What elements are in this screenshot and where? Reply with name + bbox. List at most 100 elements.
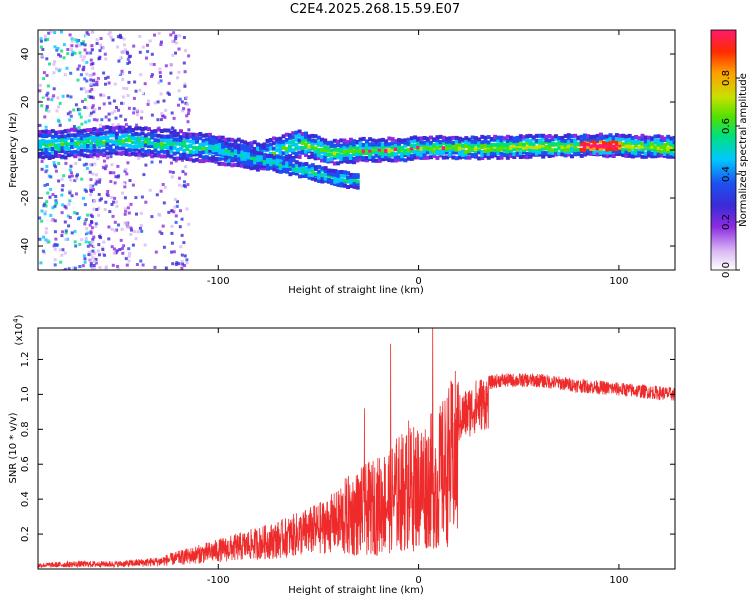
spectrogram-noise-cell (40, 54, 44, 58)
spectrogram-band-cell (653, 151, 658, 156)
spectrogram-band-cell (118, 141, 123, 146)
spectrogram-noise-cell (103, 167, 107, 171)
spectrogram-noise-cell (58, 101, 62, 105)
spectrogram-branch-cell (301, 173, 306, 178)
spectrogram-noise-cell (90, 267, 94, 270)
spectrogram-noise-cell (96, 157, 100, 161)
spectrogram-noise-cell (122, 182, 126, 186)
spectrogram-noise-cell (113, 251, 117, 255)
spectrogram-band-cell (239, 139, 244, 144)
spectrogram-band-cell (364, 151, 369, 155)
spectrogram-band-cell (166, 149, 171, 154)
spectrogram-band-cell (364, 148, 369, 153)
snr-x-tick-label: 100 (609, 575, 628, 586)
spectrogram-noise-cell (126, 161, 130, 165)
spectrogram-noise-cell (91, 238, 95, 242)
spectrogram-branch-cell (214, 152, 219, 157)
spectrogram-band-cell (54, 145, 58, 150)
spectrogram-band-cell (355, 148, 360, 153)
spectrogram-noise-cell (53, 247, 57, 251)
spectrogram-band-cell (403, 138, 408, 143)
spectrogram-noise-cell (93, 198, 97, 202)
spectrogram-band-cell (538, 140, 542, 145)
spectrogram-band-cell (647, 143, 651, 147)
spectrogram-band-cell (435, 148, 440, 153)
spectrogram-band-cell (547, 154, 552, 158)
colorbar-tick-label: 0.8 (721, 70, 732, 86)
spectrogram-band-cell (666, 152, 671, 157)
spectrogram-band-cell (355, 140, 360, 144)
spectrogram-band-cell (435, 151, 440, 156)
spectrogram-band-cell (570, 134, 574, 139)
spectrogram-band-cell (288, 140, 292, 145)
spectrogram-band-cell (656, 142, 661, 147)
snr-y-multiplier-base: (x10 (14, 323, 25, 346)
spectrogram-band-cell (47, 152, 52, 157)
spectrogram-band-cell (342, 149, 347, 154)
spectrogram-noise-cell (121, 95, 125, 99)
spectrogram-band-cell (198, 132, 203, 136)
spectrogram-band-cell (86, 139, 91, 144)
spectrogram-branch-cell (266, 156, 270, 161)
spectrogram-band-cell (435, 135, 440, 140)
spectrogram-noise-cell (128, 60, 131, 64)
spectrogram-noise-cell (176, 200, 179, 204)
spectrogram-band-cell (82, 145, 87, 149)
spectrogram-noise-cell (159, 75, 162, 78)
spectrogram-band-cell (143, 149, 148, 154)
spectrogram-band-cell (172, 133, 177, 138)
spectrogram-band-cell (159, 154, 164, 159)
spectrogram-branch-cell (214, 145, 219, 150)
spectrogram-band-cell (470, 143, 475, 148)
spectrogram-noise-cell (46, 97, 50, 101)
spectrogram-noise-cell (43, 251, 47, 255)
spectrogram-branch-cell (211, 140, 216, 145)
spectrogram-band-cell (60, 142, 65, 147)
spectrogram-noise-cell (124, 123, 128, 126)
spectrogram-band-cell (288, 144, 292, 149)
spectrogram-noise-cell (129, 226, 133, 230)
spectrogram-band-cell (130, 128, 135, 132)
spectrogram-band-cell (650, 147, 655, 152)
spectrogram-band-cell (557, 146, 562, 151)
spectrogram-band-cell (191, 132, 196, 137)
spectrogram-x-ticks: -100 0 100 (207, 30, 628, 287)
spectrogram-branch-cell (240, 151, 245, 155)
spectrogram-band-cell (595, 133, 600, 138)
spectrogram-band-cell (44, 140, 49, 144)
spectrogram-branch-cell (298, 166, 302, 171)
spectrogram-band-cell (627, 144, 632, 149)
spectrogram-branch-cell (272, 155, 277, 160)
spectrogram-band-cell (605, 140, 610, 145)
spectrogram-band-cell (464, 155, 469, 160)
spectrogram-band-cell (143, 133, 148, 138)
spectrogram-noise-cell (180, 100, 184, 104)
spectrogram-branch-cell (294, 171, 299, 176)
spectrogram-band-cell (409, 136, 414, 141)
spectrogram-noise-cell (132, 107, 136, 111)
spectrogram-band-cell (304, 134, 308, 139)
spectrogram-band-cell (528, 133, 533, 138)
spectrogram-band-cell (380, 157, 385, 162)
spectrogram-band-cell (637, 136, 642, 141)
spectrogram-noise-cell (174, 48, 178, 52)
spectrogram-noise-cell (142, 173, 146, 177)
spectrogram-band-cell (669, 145, 674, 150)
spectrogram-noise-cell (134, 196, 138, 200)
spectrogram-noise-cell (167, 81, 171, 85)
spectrogram-branch-cell (240, 156, 245, 161)
spectrogram-band-cell (669, 142, 674, 147)
spectrogram-band-cell (416, 148, 421, 153)
spectrogram-band-cell (82, 128, 87, 133)
spectrogram-band-cell (281, 151, 286, 156)
spectrogram-branch-cell (275, 164, 280, 169)
spectrogram-branch-cell (224, 144, 229, 149)
spectrogram-band-cell (598, 139, 603, 144)
spectrogram-noise-cell (86, 231, 90, 235)
spectrogram-branch-cell (211, 137, 216, 142)
spectrogram-branch-cell (227, 146, 232, 150)
spectrogram-band-cell (89, 141, 94, 146)
spectrogram-noise-cell (94, 225, 98, 228)
spectrogram-noise-cell (113, 220, 117, 224)
spectrogram-noise-cell (94, 182, 98, 186)
